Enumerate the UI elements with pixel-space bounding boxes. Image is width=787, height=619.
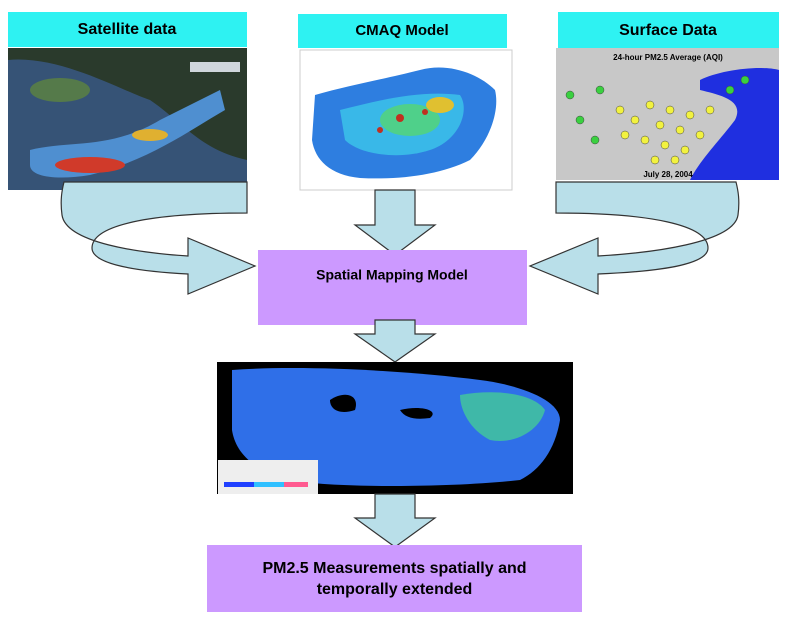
satellite-image — [8, 48, 247, 190]
arrow-down — [355, 494, 435, 547]
page: Satellite data CMAQ Model Surface Data 2… — [0, 0, 787, 619]
surface-map-date: July 28, 2004 — [643, 170, 693, 179]
arrow-left — [61, 182, 255, 294]
arrow-down — [355, 320, 435, 362]
cmaq-image — [300, 50, 512, 190]
output-label: PM2.5 Measurements spatially and tempora… — [207, 545, 582, 612]
output-image — [217, 362, 573, 494]
model-box — [258, 250, 527, 325]
diagram: Satellite data CMAQ Model Surface Data 2… — [0, 0, 787, 619]
model-label: Spatial Mapping Model — [316, 267, 468, 283]
satellite-label: Satellite data — [78, 21, 177, 38]
surface-image: 24-hour PM2.5 Average (AQI) July 28, 200… — [556, 48, 779, 180]
surface-label: Surface Data — [619, 22, 717, 39]
arrow-down — [355, 190, 435, 255]
arrow-right — [530, 182, 739, 294]
surface-map-title: 24-hour PM2.5 Average (AQI) — [613, 53, 723, 62]
cmaq-label: CMAQ Model — [355, 22, 448, 39]
